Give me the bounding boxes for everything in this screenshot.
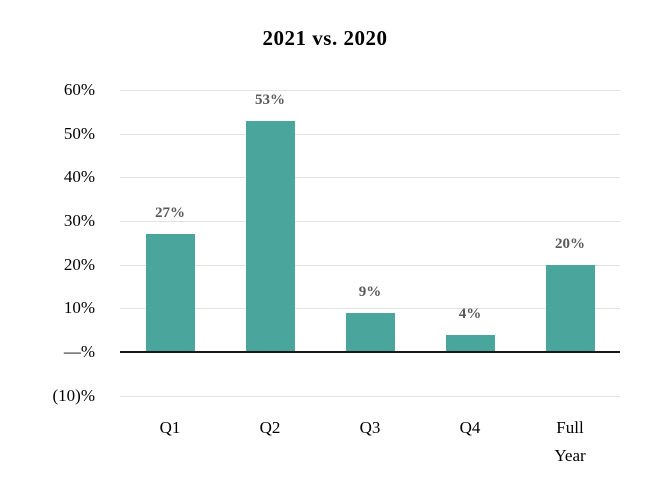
x-category-label: Q2 — [259, 418, 281, 437]
gridline — [120, 395, 620, 397]
plot-area: 27% 53% 9% 4% 20% — [120, 90, 620, 397]
y-tick-label: 60% — [63, 80, 95, 99]
y-tick-label: 40% — [63, 167, 95, 187]
x-category-label: Q3 — [359, 418, 381, 437]
x-category-label: Q4 — [459, 418, 481, 437]
chart-title: 2021 vs. 2020 — [262, 26, 388, 50]
zero-axis-line — [120, 351, 620, 353]
gridline — [120, 90, 620, 91]
y-tick-label: —% — [63, 342, 95, 361]
bar-q4 — [445, 334, 495, 352]
x-category-label: Q1 — [159, 418, 181, 437]
bar-value-label: 27% — [155, 205, 185, 222]
gridline — [120, 133, 620, 135]
gridline — [120, 177, 620, 179]
gridline — [120, 221, 620, 222]
bar-value-label: 20% — [555, 235, 585, 252]
gridline — [120, 264, 620, 266]
bar-value-label: 4% — [458, 305, 482, 322]
y-tick-label: (10)% — [52, 385, 95, 405]
bar-q1 — [145, 234, 195, 352]
y-tick-label: 20% — [63, 254, 95, 274]
y-tick-label: 50% — [63, 123, 95, 143]
y-tick-label: 30% — [63, 211, 95, 230]
y-tick-label: 10% — [63, 298, 95, 318]
bar-q3 — [345, 312, 395, 352]
bar-value-label: 9% — [358, 283, 382, 300]
x-category-label: Full Year — [554, 418, 586, 465]
gridline — [120, 308, 620, 310]
bar-full-year — [545, 264, 595, 352]
bar-value-label: 53% — [255, 91, 285, 108]
bar-q2 — [245, 120, 295, 352]
